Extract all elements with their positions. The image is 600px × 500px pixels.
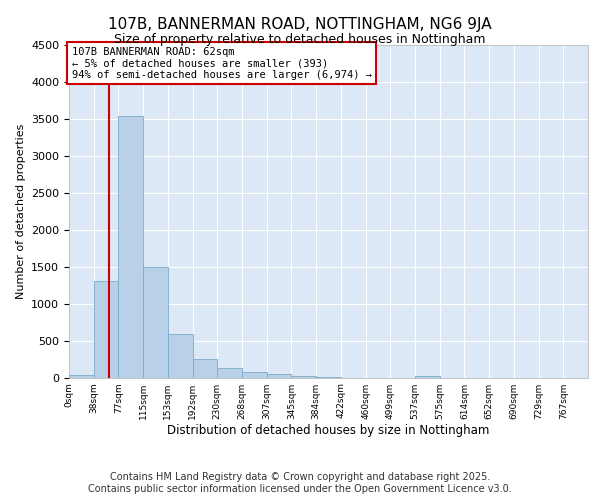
Bar (168, 334, 193, 378)
Y-axis label: Number of detached properties: Number of detached properties (16, 124, 26, 299)
Bar (193, 359, 217, 378)
Text: Size of property relative to detached houses in Nottingham: Size of property relative to detached ho… (114, 32, 486, 46)
Text: 107B BANNERMAN ROAD: 62sqm
← 5% of detached houses are smaller (393)
94% of semi: 107B BANNERMAN ROAD: 62sqm ← 5% of detac… (71, 46, 371, 80)
Bar (242, 372, 267, 378)
Text: 107B, BANNERMAN ROAD, NOTTINGHAM, NG6 9JA: 107B, BANNERMAN ROAD, NOTTINGHAM, NG6 9J… (108, 18, 492, 32)
Bar (316, 377, 341, 378)
Bar (94, 282, 118, 378)
Bar (69, 376, 94, 378)
Bar (118, 116, 143, 378)
Text: Contains HM Land Registry data © Crown copyright and database right 2025.
Contai: Contains HM Land Registry data © Crown c… (88, 472, 512, 494)
Bar (143, 266, 168, 378)
Bar (292, 376, 316, 378)
Bar (267, 374, 292, 378)
Bar (217, 368, 242, 378)
X-axis label: Distribution of detached houses by size in Nottingham: Distribution of detached houses by size … (167, 424, 490, 438)
Bar (415, 376, 440, 378)
